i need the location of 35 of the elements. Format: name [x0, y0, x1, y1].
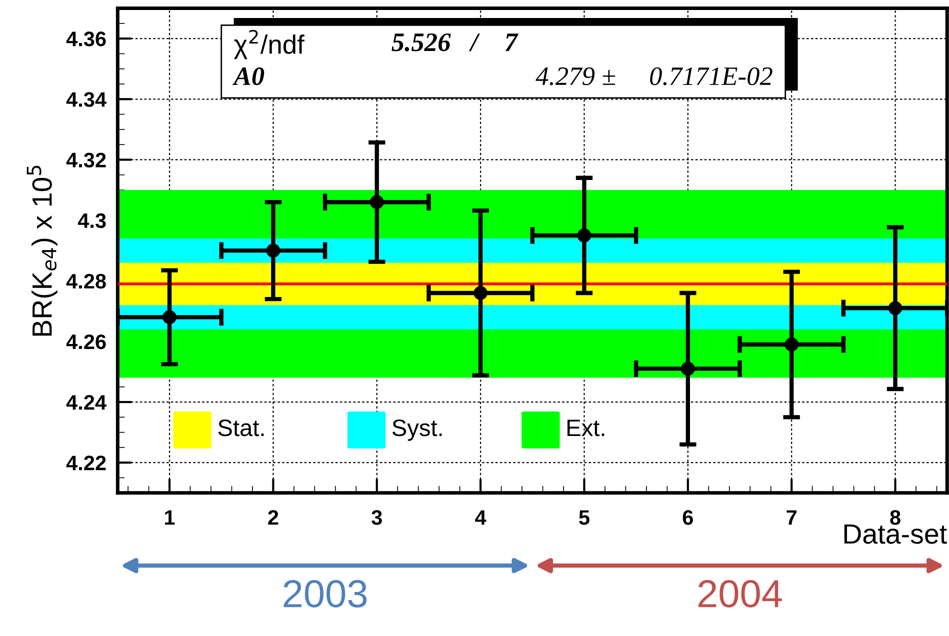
- x-axis-title: Data-set: [844, 524, 947, 544]
- point: [162, 310, 176, 324]
- y-tick-label: 4.26: [66, 334, 106, 350]
- x-tick-label: 1: [165, 510, 175, 525]
- x-tick-label: 4: [475, 510, 486, 525]
- x-tick-label: 3: [372, 510, 382, 525]
- text: 2004: [698, 580, 782, 608]
- x-tick-label: 8: [890, 510, 900, 525]
- y-tick-label: 4.34: [66, 92, 106, 107]
- annotation: A0: [232, 67, 264, 86]
- y-tick-label: 4.24: [66, 395, 106, 410]
- point: [577, 228, 592, 242]
- point: [784, 338, 799, 352]
- y-tick-label: 4.36: [66, 32, 106, 46]
- annotation: 4.279 ± 0.7171E-02: [536, 67, 772, 86]
- text: 2003: [284, 580, 367, 608]
- annotation: χ$^{2}$/ndf: [234, 30, 304, 60]
- annotation: 5.526 / 7: [392, 33, 518, 52]
- x-tick-label: 7: [786, 510, 796, 525]
- point: [888, 301, 902, 316]
- legend-label: Ext.: [568, 420, 604, 436]
- y-axis-title: BR(K$_{e4}$) x 10$^{5}$: [26, 166, 58, 336]
- point: [474, 286, 488, 300]
- legend-label: Stat.: [218, 420, 264, 436]
- y-tick-label: 4.32: [66, 152, 106, 168]
- y-tick-label: 4.3: [78, 213, 106, 228]
- x-tick-label: 2: [268, 510, 278, 525]
- y-tick-label: 4.22: [66, 456, 106, 470]
- x-tick-label: 5: [579, 510, 590, 525]
- x-tick-label: 6: [682, 510, 693, 525]
- point: [370, 195, 384, 210]
- legend-label: Syst.: [392, 420, 442, 441]
- point: [680, 362, 695, 376]
- y-tick-label: 4.28: [66, 274, 106, 289]
- point: [266, 244, 280, 258]
